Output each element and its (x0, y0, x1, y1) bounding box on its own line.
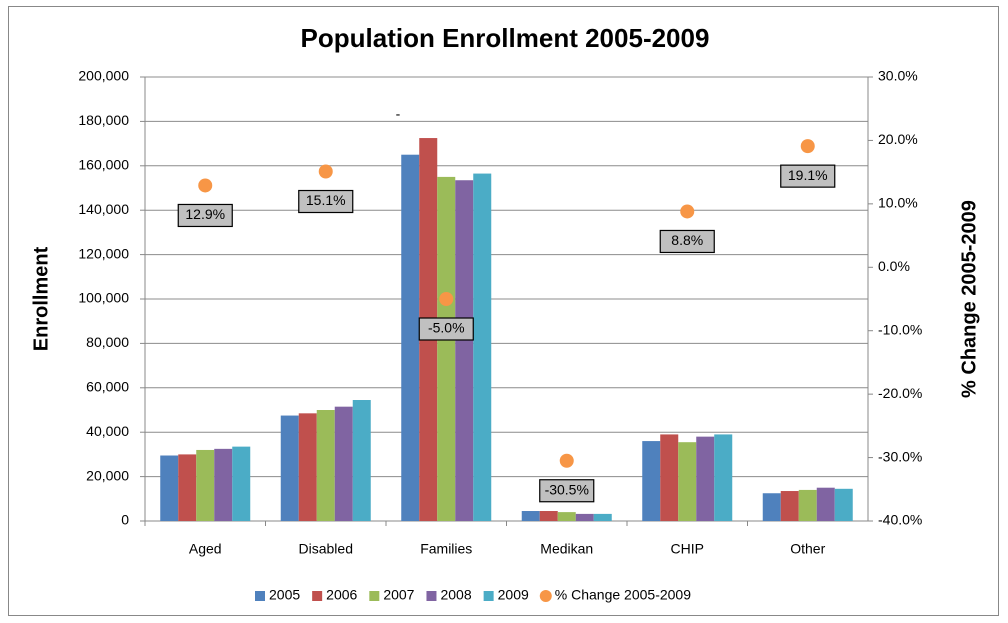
bar (696, 436, 715, 521)
y2-tick-label: 20.0% (878, 131, 918, 147)
bar (593, 513, 612, 521)
data-label: 12.9% (185, 206, 225, 222)
bar (521, 511, 540, 521)
bar (762, 493, 781, 521)
y2-tick-label: -20.0% (878, 385, 922, 401)
data-label: -5.0% (428, 320, 465, 336)
data-label: -30.5% (545, 481, 589, 497)
legend-label: 2006 (326, 587, 357, 603)
bar (660, 434, 679, 521)
marker (559, 453, 574, 468)
bar (834, 488, 853, 521)
y2-tick-label: 0.0% (878, 258, 910, 274)
x-tick-label: Medikan (540, 541, 593, 557)
y-tick-label: 120,000 (78, 245, 129, 261)
bar (352, 400, 371, 521)
marker (198, 178, 213, 193)
y-tick-label: 160,000 (78, 157, 129, 173)
bar (280, 415, 299, 521)
y2-tick-label: 10.0% (878, 195, 918, 211)
legend-swatch (483, 591, 494, 601)
y-tick-label: 40,000 (86, 423, 129, 439)
bar (232, 446, 251, 521)
bar (437, 176, 456, 521)
legend-label: 2007 (383, 587, 414, 603)
bar (316, 410, 335, 521)
legend-label: 2005 (269, 587, 300, 603)
data-label: 8.8% (671, 232, 703, 248)
marker (439, 292, 454, 306)
marker (318, 164, 333, 179)
y-tick-label: 140,000 (78, 201, 129, 217)
annotation: - (396, 106, 401, 122)
data-label: 19.1% (788, 167, 828, 183)
bar (642, 441, 661, 521)
legend-swatch (426, 591, 437, 601)
legend-label: 2008 (440, 587, 471, 603)
bar (178, 454, 197, 521)
y2-tick-label: -10.0% (878, 321, 922, 337)
x-tick-label: Families (420, 541, 472, 557)
marker (680, 204, 695, 219)
x-tick-label: Aged (189, 541, 222, 557)
bar (557, 512, 576, 521)
bar (196, 449, 215, 521)
legend-swatch (369, 591, 380, 601)
x-tick-label: Disabled (299, 541, 353, 557)
data-label-box (659, 229, 715, 254)
y-tick-label: 100,000 (78, 290, 129, 306)
legend-swatch (312, 591, 323, 601)
y-tick-label: 80,000 (86, 334, 129, 350)
bar (298, 413, 317, 521)
bar (678, 442, 697, 521)
data-label-box (539, 479, 595, 503)
x-tick-label: Other (790, 541, 825, 557)
y-tick-label: 200,000 (78, 68, 129, 84)
y-tick-label: 0 (121, 512, 129, 528)
bar (816, 487, 835, 521)
legend-swatch (255, 591, 265, 601)
bar (575, 513, 594, 521)
data-label: 15.1% (306, 192, 346, 208)
chart-border (8, 6, 999, 616)
y-tick-label: 60,000 (86, 379, 129, 395)
x-tick-label: CHIP (671, 541, 704, 557)
y2-tick-label: 30.0% (878, 68, 918, 84)
data-label-box (177, 203, 233, 228)
data-label-box (298, 189, 354, 214)
legend-marker (539, 590, 552, 602)
bar (798, 489, 817, 521)
y2-tick-label: -40.0% (878, 512, 922, 528)
marker (800, 139, 815, 154)
bar (714, 434, 733, 521)
legend-label: 2009 (498, 587, 529, 603)
y2-axis-title: % Change 2005-2009 (958, 200, 980, 398)
bar (401, 154, 420, 521)
chart-title: Population Enrollment 2005-2009 (301, 23, 710, 53)
bar (160, 455, 179, 521)
bar (455, 180, 474, 522)
y2-tick-label: -30.0% (878, 448, 922, 464)
bar (214, 448, 233, 521)
data-label-box (780, 164, 836, 188)
bar (334, 406, 353, 521)
y-tick-label: 20,000 (86, 467, 129, 483)
legend-label: % Change 2005-2009 (555, 587, 691, 603)
bar (780, 491, 799, 521)
bar (539, 511, 558, 521)
y-tick-label: 180,000 (78, 112, 129, 128)
data-label-box (418, 317, 474, 341)
y-axis-title: Enrollment (30, 246, 52, 351)
bar (473, 173, 492, 521)
